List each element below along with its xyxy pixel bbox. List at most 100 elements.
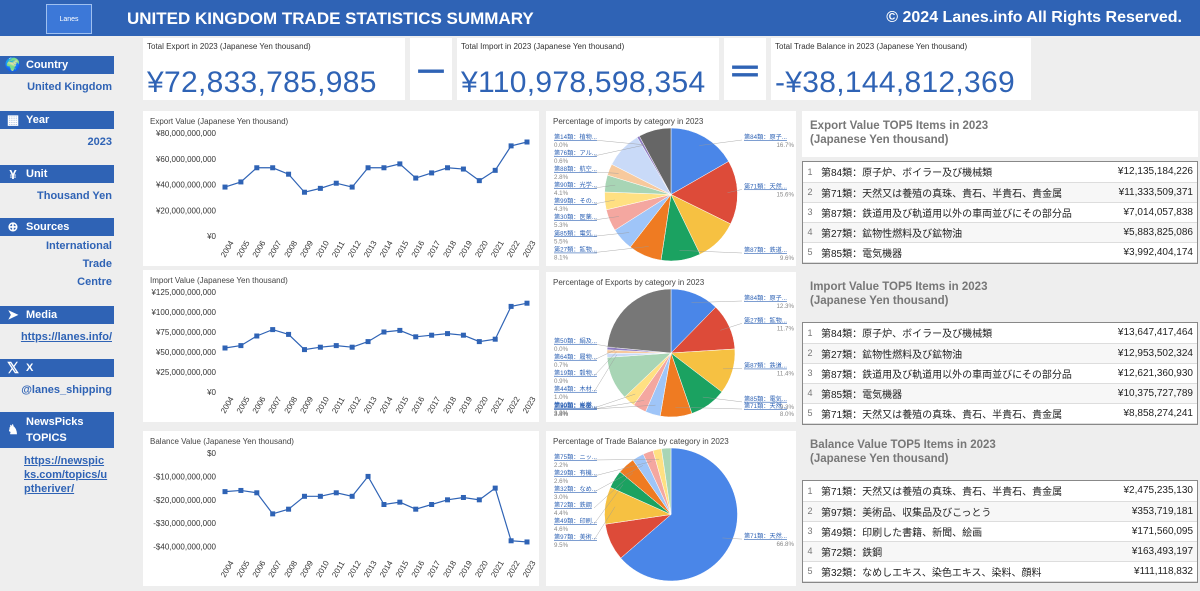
data-point (477, 339, 482, 344)
pie-slice (607, 289, 671, 353)
slice-label: 第29類：有機... (554, 469, 597, 477)
year-value: 2023 (0, 133, 114, 151)
import-line-svg: ¥0¥25,000,000,000¥50,000,000,000¥75,000,… (143, 270, 539, 422)
data-point (318, 186, 323, 191)
data-point (270, 165, 275, 170)
item-cell: 第85類：電気機器 (817, 242, 1105, 262)
slice-percent: 0.6% (554, 158, 569, 165)
slice-label: 第87類：鉄道... (744, 362, 787, 370)
data-point (525, 140, 530, 145)
value-cell: ¥8,858,274,241 (1105, 403, 1197, 423)
x-tick-label: 2004 (219, 395, 236, 415)
data-point (366, 474, 371, 479)
data-point (509, 143, 514, 148)
rank-cell: 5 (803, 403, 817, 423)
table-subtitle: (Japanese Yen thousand) (810, 133, 1190, 147)
sidebar-unit: ¥Unit Thousand Yen (0, 165, 114, 205)
rank-cell: 1 (803, 481, 817, 501)
export-top5: Export Value TOP5 Items in 2023 (Japanes… (802, 111, 1198, 264)
value-cell: ¥12,135,184,226 (1105, 162, 1197, 182)
y-tick-label: -$30,000,000,000 (153, 519, 216, 528)
series-line (225, 476, 527, 542)
slice-label: 第75類：ニッ... (554, 453, 597, 461)
slice-label: 第32類：なめ... (554, 485, 597, 493)
rank-cell: 4 (803, 222, 817, 242)
slice-percent: 9.5% (554, 542, 569, 549)
slice-label: 第90類：光学... (554, 181, 597, 189)
x-tick-label: 2010 (314, 239, 331, 259)
y-tick-label: ¥25,000,000,000 (155, 368, 217, 377)
data-point (366, 165, 371, 170)
x-tick-label: 2006 (251, 395, 268, 415)
data-point (525, 301, 530, 306)
sidebar-country: 🌍Country United Kingdom (0, 56, 114, 96)
sidebar-year: ▦ Year 2023 (0, 111, 114, 151)
data-point (318, 494, 323, 499)
calendar-icon: ▦ (4, 112, 22, 128)
newspicks-link[interactable]: https://newspic ks.com/topics/u ptherive… (0, 454, 114, 496)
x-tick-label: 2021 (489, 395, 506, 415)
item-cell: 第72類：鉄鋼 (817, 541, 1107, 561)
slice-percent: 4.6% (554, 526, 569, 533)
x-tick-label: 2010 (314, 559, 331, 579)
year-label: Year (26, 114, 49, 126)
item-cell: 第97類：美術品、収集品及びこっとう (817, 501, 1107, 521)
slice-label: 第49類：印刷... (554, 517, 597, 525)
x-tick-label: 2020 (473, 239, 490, 259)
slice-percent: 5.5% (554, 238, 569, 245)
item-cell: 第84類：原子炉、ボイラー及び機械類 (817, 162, 1105, 182)
rank-cell: 2 (803, 343, 817, 363)
newspicks-link-line: ptheriver/ (24, 482, 112, 496)
lanes-logo[interactable]: Lanes (46, 4, 92, 34)
value-cell: ¥11,333,509,371 (1105, 182, 1197, 202)
data-point (445, 497, 450, 502)
value-cell: ¥7,014,057,838 (1105, 202, 1197, 222)
data-point (413, 176, 418, 181)
x-tick-label: 2013 (362, 559, 379, 579)
page-title: UNITED KINGDOM TRADE STATISTICS SUMMARY (127, 9, 534, 29)
table-title: Export Value TOP5 Items in 2023 (810, 119, 1190, 133)
balance-top5: Balance Value TOP5 Items in 2023 (Japane… (802, 432, 1198, 583)
header-bar: Lanes UNITED KINGDOM TRADE STATISTICS SU… (0, 0, 1200, 36)
slice-label: 第14類：植物... (554, 133, 597, 141)
x-tick-label: 2013 (362, 239, 379, 259)
slice-percent: 8.1% (554, 255, 569, 262)
slice-percent: 3.8% (554, 411, 569, 418)
rank-cell: 3 (803, 202, 817, 222)
imports-pie-chart: Percentage of imports by category in 202… (546, 111, 796, 266)
data-point (445, 331, 450, 336)
unit-label: Unit (26, 168, 47, 180)
equals-operator: ＝ (724, 38, 766, 100)
item-cell: 第87類：鉄道用及び軌道用以外の車両並びにその部分品 (817, 202, 1105, 222)
slice-label: 第27類：鉱物... (554, 246, 597, 254)
x-tick-label: 2022 (505, 239, 522, 259)
value-cell: ¥163,493,197 (1107, 541, 1197, 561)
data-point (397, 161, 402, 166)
slice-percent: 0.0% (554, 346, 569, 353)
slice-percent: 15.6% (776, 191, 794, 198)
balance-line-svg: $0-$10,000,000,000-$20,000,000,000-$30,0… (143, 431, 539, 586)
rank-cell: 3 (803, 521, 817, 541)
export-line-svg: ¥0¥20,000,000,000¥40,000,000,000¥60,000,… (143, 111, 539, 266)
data-point (302, 494, 307, 499)
media-link[interactable]: https://lanes.info/ (0, 328, 114, 346)
table-title: Import Value TOP5 Items in 2023 (810, 280, 1190, 294)
x-tick-label: 2018 (441, 239, 458, 259)
value-cell: ¥5,883,825,086 (1105, 222, 1197, 242)
slice-percent: 1.0% (554, 394, 569, 401)
data-point (286, 332, 291, 337)
y-tick-label: ¥50,000,000,000 (155, 348, 217, 357)
slice-percent: 66.8% (776, 541, 794, 548)
kpi-import-label: Total Import in 2023 (Japanese Yen thous… (461, 42, 624, 51)
x-link[interactable]: @lanes_shipping (0, 381, 114, 399)
balance-line-chart: Balance Value (Japanese Yen thousand) $0… (143, 431, 539, 586)
item-cell: 第71類：天然又は養殖の真珠、貴石、半貴石、貴金属 (817, 481, 1107, 501)
x-tick-label: 2019 (457, 239, 474, 259)
